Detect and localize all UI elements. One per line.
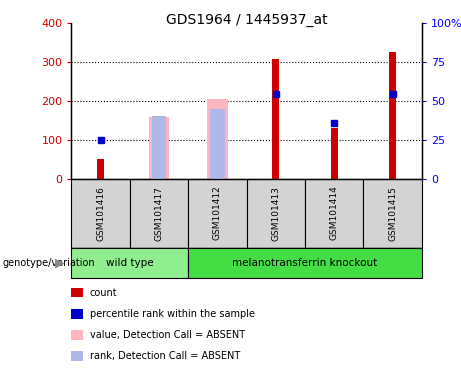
Bar (149, 117, 169, 179)
Text: percentile rank within the sample: percentile rank within the sample (90, 309, 255, 319)
Bar (305, 179, 363, 248)
Bar (247, 179, 305, 248)
Text: GDS1964 / 1445937_at: GDS1964 / 1445937_at (166, 13, 327, 27)
Text: genotype/variation: genotype/variation (2, 258, 95, 268)
Bar (331, 128, 338, 179)
Bar (389, 52, 396, 179)
Bar (363, 179, 422, 248)
Text: melanotransferrin knockout: melanotransferrin knockout (232, 258, 378, 268)
Text: wild type: wild type (106, 258, 154, 268)
Bar (207, 99, 228, 179)
Bar (71, 248, 188, 278)
Bar (130, 179, 188, 248)
Text: ▶: ▶ (55, 257, 65, 270)
Bar (188, 248, 422, 278)
Text: count: count (90, 288, 118, 298)
Text: GSM101412: GSM101412 (213, 186, 222, 240)
Bar (152, 116, 166, 179)
Text: GSM101415: GSM101415 (388, 186, 397, 240)
Text: GSM101417: GSM101417 (154, 186, 164, 240)
Bar (71, 179, 130, 248)
Bar (97, 159, 104, 179)
Text: rank, Detection Call = ABSENT: rank, Detection Call = ABSENT (90, 351, 240, 361)
Text: value, Detection Call = ABSENT: value, Detection Call = ABSENT (90, 330, 245, 340)
Bar (272, 59, 279, 179)
Text: GSM101414: GSM101414 (330, 186, 339, 240)
Bar (188, 179, 247, 248)
Text: GSM101416: GSM101416 (96, 186, 105, 240)
Text: GSM101413: GSM101413 (272, 186, 280, 240)
Bar (210, 109, 225, 179)
